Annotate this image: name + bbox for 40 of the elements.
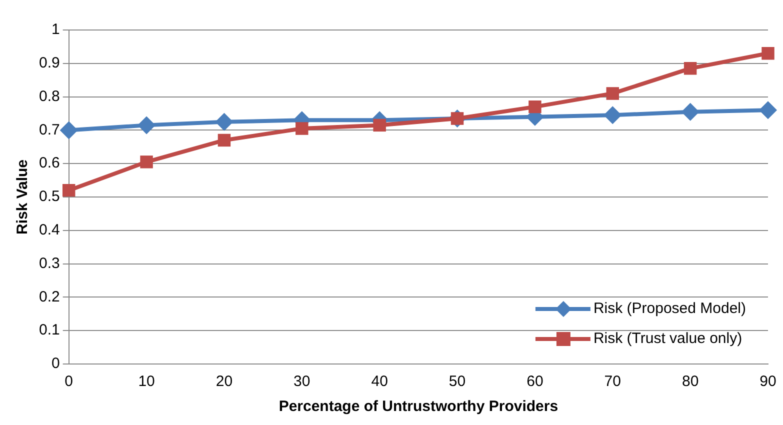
y-tick-label: 0.5	[38, 188, 60, 206]
x-tick-label: 40	[371, 373, 388, 390]
x-tick-label: 60	[526, 373, 544, 390]
point	[528, 100, 542, 114]
point	[373, 118, 386, 132]
point	[62, 184, 76, 197]
y-tick-label: 0.2	[38, 288, 60, 306]
y-tick-label: 0.6	[38, 154, 60, 172]
x-tick-label: 50	[448, 373, 466, 390]
y-axis-title: Risk Value	[14, 159, 32, 235]
point	[218, 134, 231, 147]
point	[681, 102, 700, 121]
y-tick-label: 0.4	[38, 222, 60, 239]
x-tick-label: 10	[138, 373, 155, 390]
y-tick-label: 0.9	[38, 54, 60, 72]
y-tick-label: 0.1	[38, 322, 60, 339]
legend-label: Risk (Trust value only)	[593, 330, 742, 348]
x-tick-label: 90	[760, 373, 776, 390]
point	[606, 87, 619, 100]
y-tick-label: 0	[52, 355, 60, 372]
y-tick-label: 0.7	[38, 121, 60, 138]
point	[684, 62, 697, 75]
point	[140, 156, 153, 168]
legend-label: Risk (Proposed Model)	[593, 300, 746, 318]
y-tick-label: 0.8	[38, 88, 60, 105]
x-tick-label: 20	[216, 373, 233, 390]
point	[762, 47, 774, 60]
point	[604, 106, 622, 124]
x-tick-label: 0	[64, 373, 74, 390]
x-tick-label: 80	[682, 373, 699, 390]
y-tick-label: 1	[52, 21, 60, 38]
x-axis-title: Percentage of Untrustworthy Providers	[278, 398, 558, 416]
point	[759, 101, 777, 120]
x-tick-label: 30	[294, 373, 310, 390]
point	[138, 116, 156, 134]
point	[296, 122, 308, 135]
point	[60, 121, 78, 140]
point	[215, 112, 234, 131]
x-tick-label: 70	[604, 373, 621, 390]
y-tick-label: 0.3	[38, 254, 60, 272]
